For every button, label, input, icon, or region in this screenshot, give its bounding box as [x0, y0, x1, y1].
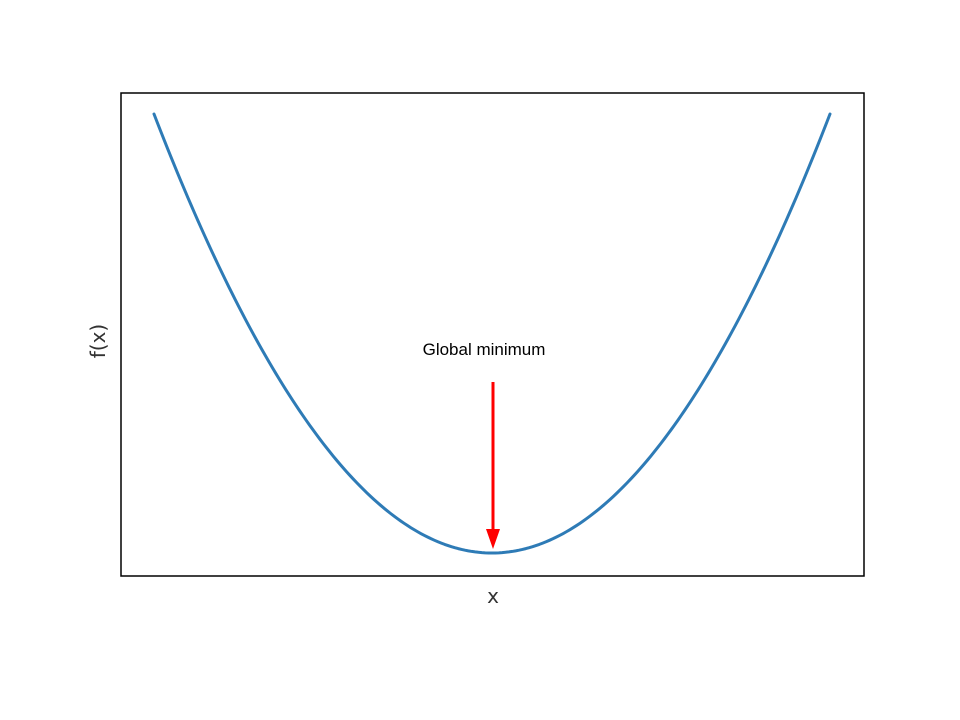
plot-frame [120, 92, 865, 577]
annotation-arrow-head [486, 529, 500, 549]
series-line [152, 112, 832, 555]
x-axis-label: x [487, 584, 499, 608]
y-axis-label: f(x) [86, 324, 110, 358]
annotation-text: Global minimum [423, 340, 546, 359]
